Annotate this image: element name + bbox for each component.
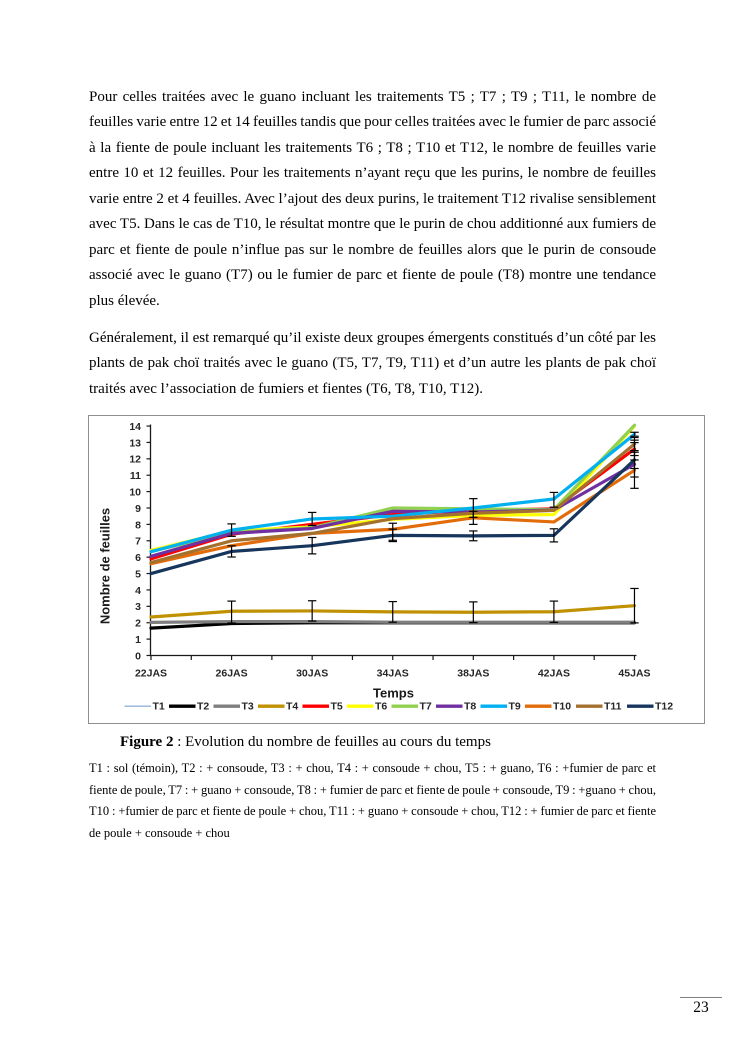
svg-text:0: 0	[135, 650, 141, 662]
svg-text:Temps: Temps	[373, 686, 414, 701]
svg-text:14: 14	[129, 421, 141, 433]
svg-text:3: 3	[135, 601, 141, 613]
svg-text:T5: T5	[331, 701, 343, 713]
svg-text:2: 2	[135, 618, 141, 630]
svg-text:4: 4	[135, 585, 141, 597]
svg-text:22JAS: 22JAS	[135, 668, 167, 680]
svg-text:T3: T3	[242, 701, 254, 713]
svg-text:38JAS: 38JAS	[457, 668, 489, 680]
svg-text:T11: T11	[604, 701, 622, 713]
svg-text:9: 9	[135, 503, 141, 515]
svg-text:T6: T6	[375, 701, 387, 713]
svg-text:T4: T4	[286, 701, 298, 713]
svg-text:T10: T10	[553, 701, 571, 713]
svg-text:T2: T2	[197, 701, 209, 713]
svg-text:11: 11	[130, 470, 141, 482]
svg-text:26JAS: 26JAS	[216, 668, 248, 680]
svg-text:30JAS: 30JAS	[296, 668, 328, 680]
svg-text:10: 10	[129, 487, 141, 499]
svg-text:8: 8	[135, 519, 141, 531]
svg-text:45JAS: 45JAS	[618, 668, 650, 680]
svg-text:6: 6	[135, 552, 141, 564]
svg-text:12: 12	[129, 454, 141, 466]
svg-text:13: 13	[129, 437, 141, 449]
svg-text:34JAS: 34JAS	[377, 668, 409, 680]
svg-text:T7: T7	[420, 701, 432, 713]
svg-text:42JAS: 42JAS	[538, 668, 570, 680]
svg-text:T8: T8	[464, 701, 476, 713]
svg-text:T1: T1	[153, 701, 165, 713]
svg-text:7: 7	[135, 536, 141, 548]
svg-text:T12: T12	[655, 701, 673, 713]
svg-text:1: 1	[135, 634, 141, 646]
svg-text:5: 5	[135, 568, 141, 580]
svg-text:T9: T9	[509, 701, 521, 713]
svg-text:Nombre de feuilles: Nombre de feuilles	[98, 508, 113, 624]
